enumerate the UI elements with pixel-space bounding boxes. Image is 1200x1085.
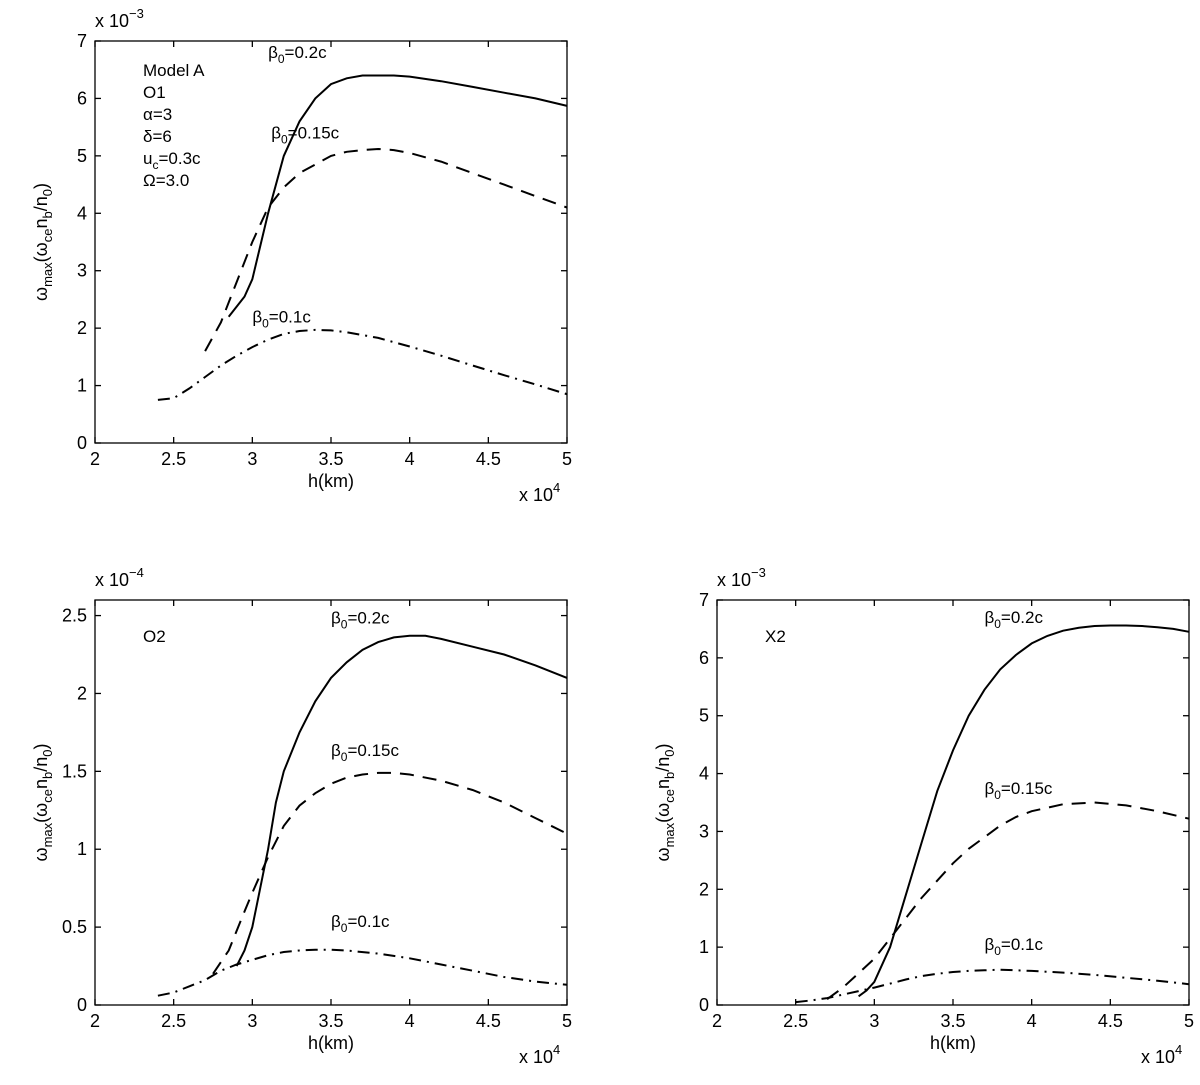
series-line-solid xyxy=(858,624,1190,998)
x-tick-label: 3 xyxy=(247,1011,257,1031)
y-tick-label: 6 xyxy=(699,648,709,668)
y-tick-label: 2 xyxy=(699,879,709,899)
x-tick-label: 4.5 xyxy=(476,449,501,469)
series-line-dashdot xyxy=(157,328,568,401)
y-tick-label: 5 xyxy=(699,706,709,726)
x-tick-label: 2 xyxy=(712,1011,722,1031)
series-label: β0=0.2c xyxy=(268,43,327,66)
series-label: β0=0.15c xyxy=(271,124,339,147)
series-label: β0=0.1c xyxy=(252,307,311,330)
x-tick-label: 2.5 xyxy=(161,449,186,469)
series-label: β0=0.15c xyxy=(331,741,399,764)
y-tick-label: 0 xyxy=(77,995,87,1015)
y-tick-label: 2 xyxy=(77,318,87,338)
panel-o2: 2 2.5 3 3.5 4 4.5 5 0 0.5 1 1.5 2 2.5 x 10−4 x 104 h(km… xyxy=(31,565,572,1067)
x-tick-label: 5 xyxy=(562,449,572,469)
y-axis-label: ωmax(ωcenb/n0) xyxy=(31,183,55,301)
y-tick-label: 3 xyxy=(77,261,87,281)
series-line-dashdot xyxy=(795,968,1190,1004)
annotation-model: Model A xyxy=(143,61,205,80)
y-tick-label: 1.5 xyxy=(62,761,87,781)
y-tick-label: 0 xyxy=(77,433,87,453)
x-tick-label: 3.5 xyxy=(318,449,343,469)
y-tick-label: 7 xyxy=(77,31,87,51)
x-tick-label: 5 xyxy=(1184,1011,1194,1031)
x-axis-label: h(km) xyxy=(308,1033,354,1053)
series-label: β0=0.2c xyxy=(331,608,390,631)
y-tick-label: 2 xyxy=(77,683,87,703)
y-axis-label: ωmax(ωcenb/n0) xyxy=(653,744,677,862)
y-exponent-label: x 10−3 xyxy=(717,565,766,590)
y-tick-label: 4 xyxy=(77,203,87,223)
y-tick-label: 1 xyxy=(77,839,87,859)
series-label: β0=0.1c xyxy=(331,912,390,935)
x-tick-label: 3.5 xyxy=(318,1011,343,1031)
x-tick-label: 2.5 xyxy=(783,1011,808,1031)
y-tick-label: 6 xyxy=(77,88,87,108)
y-tick-label: 4 xyxy=(699,764,709,784)
series-line-solid xyxy=(235,634,568,967)
x-exponent-label: x 104 xyxy=(519,1042,560,1067)
panel-model-a-o1: 2 2.5 3 3.5 4 4.5 5 0 1 2 3 4 5 6 7 x 10−3 x 104 h(km) ωma… xyxy=(31,6,572,505)
x-tick-label: 4 xyxy=(405,449,415,469)
annotation-mode: O2 xyxy=(143,627,166,646)
x-tick-label: 5 xyxy=(562,1011,572,1031)
x-tick-label: 4 xyxy=(1027,1011,1037,1031)
series-label: β0=0.15c xyxy=(984,779,1052,802)
x-exponent-label: x 104 xyxy=(1141,1042,1182,1067)
annotation-alpha: α=3 xyxy=(143,105,172,124)
series-line-dashed xyxy=(204,147,568,352)
annotation-mode: X2 xyxy=(765,627,786,646)
y-exponent-label: x 10−4 xyxy=(95,565,144,590)
series-line-solid xyxy=(227,74,568,318)
y-tick-label: 5 xyxy=(77,146,87,166)
annotation-omega: Ω=3.0 xyxy=(143,171,189,190)
y-tick-label: 7 xyxy=(699,590,709,610)
y-tick-label: 2.5 xyxy=(62,606,87,626)
x-tick-label: 4 xyxy=(405,1011,415,1031)
x-exponent-label: x 104 xyxy=(519,480,560,505)
annotation-delta: δ=6 xyxy=(143,127,172,146)
series-label: β0=0.1c xyxy=(984,935,1043,958)
y-axis-label: ωmax(ωcenb/n0) xyxy=(31,744,55,862)
series-line-dashed xyxy=(826,801,1190,1001)
y-tick-label: 1 xyxy=(699,937,709,957)
x-tick-label: 4.5 xyxy=(476,1011,501,1031)
x-axis-label: h(km) xyxy=(930,1033,976,1053)
plot-area xyxy=(94,599,568,1006)
annotation-mode: O1 xyxy=(143,83,166,102)
series-line-dashed xyxy=(212,771,568,975)
y-tick-label: 0 xyxy=(699,995,709,1015)
x-tick-label: 2 xyxy=(90,449,100,469)
panel-x2: 2 2.5 3 3.5 4 4.5 5 0 1 2 3 4 5 6 7 x 10−3 x 104 h(km) ωma… xyxy=(653,565,1194,1067)
y-exponent-label: x 10−3 xyxy=(95,6,144,31)
x-tick-label: 4.5 xyxy=(1098,1011,1123,1031)
x-tick-label: 2 xyxy=(90,1011,100,1031)
x-tick-label: 2.5 xyxy=(161,1011,186,1031)
y-tick-label: 1 xyxy=(77,376,87,396)
x-tick-label: 3 xyxy=(869,1011,879,1031)
plot-area xyxy=(716,599,1190,1006)
x-tick-label: 3.5 xyxy=(940,1011,965,1031)
plot-area xyxy=(94,40,568,444)
x-axis-label: h(km) xyxy=(308,471,354,491)
series-line-dashdot xyxy=(157,948,568,997)
annotation-uc: uc=0.3c xyxy=(143,149,201,172)
x-tick-label: 3 xyxy=(247,449,257,469)
series-label: β0=0.2c xyxy=(984,608,1043,631)
y-tick-label: 3 xyxy=(699,821,709,841)
y-tick-label: 0.5 xyxy=(62,917,87,937)
